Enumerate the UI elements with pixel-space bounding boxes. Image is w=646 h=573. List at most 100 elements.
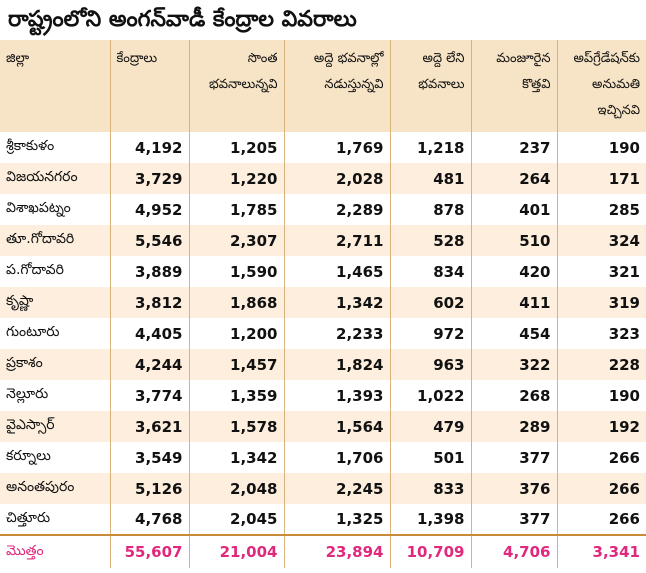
cell-centers: 3,549	[110, 442, 190, 473]
total-upgrade: 3,341	[557, 534, 646, 568]
header-rented-buildings: అద్దె భవనాల్లో నడుస్తున్నవి	[284, 40, 391, 132]
table-row: చిత్తూరు 4,768 2,045 1,325 1,398 377 266	[0, 504, 646, 535]
table-row: అనంతపురం 5,126 2,048 2,245 833 376 266	[0, 473, 646, 504]
cell-no-rent: 1,022	[390, 380, 472, 411]
cell-rented: 1,769	[284, 132, 391, 163]
cell-sanctioned: 264	[471, 163, 558, 194]
cell-centers: 3,812	[110, 287, 190, 318]
table-row: గుంటూరు 4,405 1,200 2,233 972 454 323	[0, 318, 646, 349]
cell-sanctioned: 237	[471, 132, 558, 163]
header-row: జిల్లా కేంద్రాలు సొంత భవనాలున్నవి అద్దె …	[0, 40, 646, 132]
cell-district: తూ.గోదావరి	[0, 225, 111, 256]
cell-district: ప్రకాశం	[0, 349, 111, 380]
cell-own: 1,457	[189, 349, 285, 380]
cell-upgrade: 266	[608, 479, 640, 498]
cell-sanctioned: 510	[471, 225, 558, 256]
anganwadi-table: జిల్లా కేంద్రాలు సొంత భవనాలున్నవి అద్దె …	[0, 40, 646, 568]
cell-centers: 4,244	[110, 349, 190, 380]
cell-own: 1,220	[189, 163, 285, 194]
cell-centers: 3,729	[110, 163, 190, 194]
cell-own: 1,342	[189, 442, 285, 473]
total-row: మొత్తం 55,607 21,004 23,894 10,709 4,706 3,341	[0, 534, 646, 568]
cell-centers: 4,768	[110, 504, 190, 535]
cell-upgrade: 324	[608, 231, 640, 250]
cell-own: 1,590	[189, 256, 285, 287]
cell-no-rent: 834	[390, 256, 472, 287]
cell-own: 1,359	[189, 380, 285, 411]
cell-upgrade: 321	[608, 262, 640, 281]
total-centers: 55,607	[110, 534, 190, 568]
cell-rented: 1,393	[284, 380, 391, 411]
cell-upgrade: 190	[608, 386, 640, 405]
cell-upgrade: 319	[608, 293, 640, 312]
table-row: ప్రకాశం 4,244 1,457 1,824 963 322 228	[0, 349, 646, 380]
header-rent-free-buildings: అద్దె లేని భవనాలు	[390, 40, 472, 132]
cell-sanctioned: 376	[471, 473, 558, 504]
cell-district: వైఎస్సార్	[0, 411, 111, 442]
cell-sanctioned: 377	[471, 442, 558, 473]
cell-no-rent: 479	[390, 411, 472, 442]
cell-centers: 5,126	[110, 473, 190, 504]
cell-sanctioned: 322	[471, 349, 558, 380]
cell-no-rent: 1,398	[390, 504, 472, 535]
cell-rented: 2,289	[284, 194, 391, 225]
table-row: విజయనగరం 3,729 1,220 2,028 481 264 171	[0, 163, 646, 194]
cell-district: నెల్లూరు	[0, 380, 111, 411]
cell-centers: 4,405	[110, 318, 190, 349]
cell-own: 2,048	[189, 473, 285, 504]
cell-upgrade: 266	[608, 448, 640, 467]
cell-upgrade: 323	[608, 324, 640, 343]
cell-own: 1,785	[189, 194, 285, 225]
total-sanctioned: 4,706	[471, 534, 558, 568]
cell-district: గుంటూరు	[0, 318, 111, 349]
cell-sanctioned: 454	[471, 318, 558, 349]
cell-rented: 2,711	[284, 225, 391, 256]
cell-upgrade: 228	[608, 355, 640, 374]
table-row: తూ.గోదావరి 5,546 2,307 2,711 528 510 324	[0, 225, 646, 256]
cell-no-rent: 1,218	[390, 132, 472, 163]
cell-own: 1,578	[189, 411, 285, 442]
cell-upgrade: 192	[608, 417, 640, 436]
table-row: కర్నూలు 3,549 1,342 1,706 501 377 266	[0, 442, 646, 473]
total-rented: 23,894	[284, 534, 391, 568]
cell-own: 1,205	[189, 132, 285, 163]
cell-centers: 4,952	[110, 194, 190, 225]
cell-own: 1,200	[189, 318, 285, 349]
cell-sanctioned: 420	[471, 256, 558, 287]
cell-rented: 2,233	[284, 318, 391, 349]
cell-district: చిత్తూరు	[0, 504, 111, 535]
cell-rented: 1,325	[284, 504, 391, 535]
cell-no-rent: 833	[390, 473, 472, 504]
cell-district: విశాఖపట్నం	[0, 194, 111, 225]
cell-sanctioned: 411	[471, 287, 558, 318]
cell-rented: 2,245	[284, 473, 391, 504]
table-row: వైఎస్సార్ 3,621 1,578 1,564 479 289 192	[0, 411, 646, 442]
cell-upgrade: 285	[608, 200, 640, 219]
cell-upgrade: 171	[608, 169, 640, 188]
header-sanctioned-new: మంజూరైన కొత్తవి	[471, 40, 558, 132]
table-row: కృష్ణా 3,812 1,868 1,342 602 411 319	[0, 287, 646, 318]
cell-own: 2,045	[189, 504, 285, 535]
cell-centers: 5,546	[110, 225, 190, 256]
total-no-rent: 10,709	[390, 534, 472, 568]
cell-no-rent: 878	[390, 194, 472, 225]
cell-district: అనంతపురం	[0, 473, 111, 504]
cell-rented: 1,706	[284, 442, 391, 473]
header-upgrade-permitted: అప్‌గ్రేడేషన్‌కు అనుమతి ఇచ్చినవి	[573, 51, 640, 118]
cell-upgrade: 190	[608, 138, 640, 157]
cell-sanctioned: 401	[471, 194, 558, 225]
cell-no-rent: 602	[390, 287, 472, 318]
table-row: ప.గోదావరి 3,889 1,590 1,465 834 420 321	[0, 256, 646, 287]
cell-rented: 1,342	[284, 287, 391, 318]
cell-rented: 1,564	[284, 411, 391, 442]
table-row: శ్రీకాకుళం 4,192 1,205 1,769 1,218 237 190	[0, 132, 646, 163]
cell-rented: 2,028	[284, 163, 391, 194]
cell-district: ప.గోదావరి	[0, 256, 111, 287]
table-row: నెల్లూరు 3,774 1,359 1,393 1,022 268 190	[0, 380, 646, 411]
cell-sanctioned: 289	[471, 411, 558, 442]
cell-upgrade: 266	[608, 510, 640, 528]
cell-own: 2,307	[189, 225, 285, 256]
cell-rented: 1,465	[284, 256, 391, 287]
cell-district: శ్రీకాకుళం	[0, 132, 111, 163]
table-row: విశాఖపట్నం 4,952 1,785 2,289 878 401 285	[0, 194, 646, 225]
